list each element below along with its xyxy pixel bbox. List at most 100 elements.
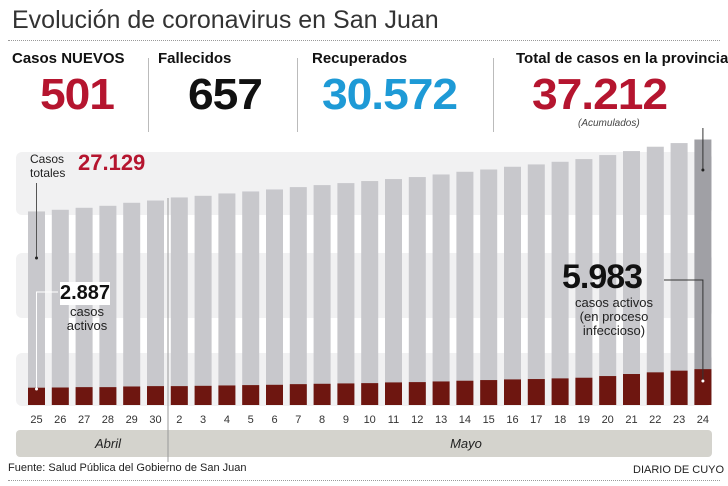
total-label: Casos totales <box>30 152 66 180</box>
active-bar <box>242 385 260 405</box>
stat-recovered-value: 30.572 <box>322 70 458 119</box>
x-tick-label: 4 <box>224 414 230 426</box>
total-start-value: 27.129 <box>78 150 146 175</box>
divider <box>8 480 720 481</box>
divider <box>148 58 149 132</box>
month-label-mayo: Mayo <box>450 436 482 451</box>
x-tick-label: 3 <box>200 414 206 426</box>
x-tick-label: 10 <box>364 414 376 426</box>
total-bar <box>527 164 545 405</box>
x-tick-label: 20 <box>602 414 614 426</box>
divider <box>297 58 298 132</box>
total-bar <box>694 139 712 405</box>
total-bar <box>432 174 450 405</box>
stat-total-note: (Acumulados) <box>578 118 640 129</box>
x-tick-label: 11 <box>388 414 399 426</box>
stat-total-value: 37.212 <box>532 70 668 119</box>
total-bar <box>504 166 521 405</box>
total-bar <box>123 202 141 405</box>
divider <box>8 40 720 41</box>
leader-line <box>36 291 58 389</box>
active-bar <box>575 377 593 405</box>
total-bar <box>670 143 688 405</box>
active-bar <box>123 386 141 405</box>
x-tick-label: 17 <box>530 414 542 426</box>
stat-deaths-label: Fallecidos <box>158 50 232 67</box>
total-bar <box>51 209 69 405</box>
active-bar <box>266 384 283 405</box>
x-tick-label: 7 <box>295 414 301 426</box>
stat-total-label: Total de casos en la provincia <box>516 50 728 67</box>
total-bar <box>242 191 260 405</box>
total-bar <box>480 169 498 405</box>
total-bar <box>313 185 331 405</box>
total-bar <box>599 155 617 405</box>
active-bar <box>28 387 45 405</box>
active-bar <box>313 383 331 405</box>
stat-new-value: 501 <box>40 70 115 119</box>
active-bar <box>385 382 402 405</box>
total-bar <box>266 189 283 405</box>
x-tick-label: 8 <box>319 414 325 426</box>
active-bar <box>170 386 188 405</box>
active-bar <box>337 383 355 405</box>
total-bar <box>147 200 164 405</box>
total-bar <box>75 207 93 405</box>
stat-recovered-label: Recuperados <box>312 50 408 67</box>
active-bar <box>599 376 617 405</box>
total-bar <box>289 187 307 405</box>
total-bar <box>408 177 426 405</box>
marker-dot <box>701 168 705 172</box>
total-bar <box>646 146 664 406</box>
x-tick-label: 15 <box>483 414 495 426</box>
active-bar <box>51 387 69 405</box>
month-band <box>16 430 712 457</box>
x-tick-label: 12 <box>411 414 423 426</box>
brand-text: DIARIO DE CUYO <box>633 464 725 476</box>
page-title: Evolución de coronavirus en San Juan <box>12 6 439 34</box>
active-bar <box>99 387 117 405</box>
leader-line <box>664 279 704 381</box>
x-tick-label: 29 <box>126 414 138 426</box>
active-bar <box>670 370 688 405</box>
total-bar <box>99 205 117 405</box>
total-bar <box>194 195 212 405</box>
total-bar <box>575 159 593 405</box>
x-tick-label: 30 <box>149 414 161 426</box>
x-tick-label: 22 <box>649 414 661 426</box>
x-tick-label: 16 <box>506 414 518 426</box>
active-end-label: casos activos (en proceso infeccioso) <box>574 295 654 338</box>
marker-dot <box>35 387 38 391</box>
x-tick-label: 14 <box>459 414 471 426</box>
x-tick-label: 24 <box>697 414 709 426</box>
x-tick-label: 25 <box>30 414 42 426</box>
total-bar <box>170 197 188 405</box>
active-bar <box>480 380 498 405</box>
stat-deaths-value: 657 <box>188 70 263 119</box>
month-label-abril: Abril <box>94 436 122 451</box>
active-bar <box>75 387 93 405</box>
active-bar <box>289 384 307 405</box>
total-bar <box>337 183 355 405</box>
x-tick-label: 26 <box>54 414 66 426</box>
active-start-label: casos activos <box>66 304 108 333</box>
active-bar <box>361 383 379 405</box>
x-tick-label: 27 <box>78 414 90 426</box>
x-tick-label: 18 <box>554 414 566 426</box>
active-bar <box>694 369 712 405</box>
x-tick-label: 23 <box>673 414 685 426</box>
marker-dot <box>701 379 705 383</box>
active-bar <box>551 378 569 405</box>
total-bar <box>456 171 474 405</box>
active-bar <box>527 379 545 405</box>
total-bar <box>385 179 402 405</box>
x-tick-label: 5 <box>248 414 254 426</box>
x-tick-label: 19 <box>578 414 590 426</box>
divider <box>493 58 494 132</box>
active-bar <box>504 379 521 405</box>
x-tick-label: 13 <box>435 414 447 426</box>
total-bar <box>361 181 379 405</box>
active-bar <box>623 374 640 405</box>
